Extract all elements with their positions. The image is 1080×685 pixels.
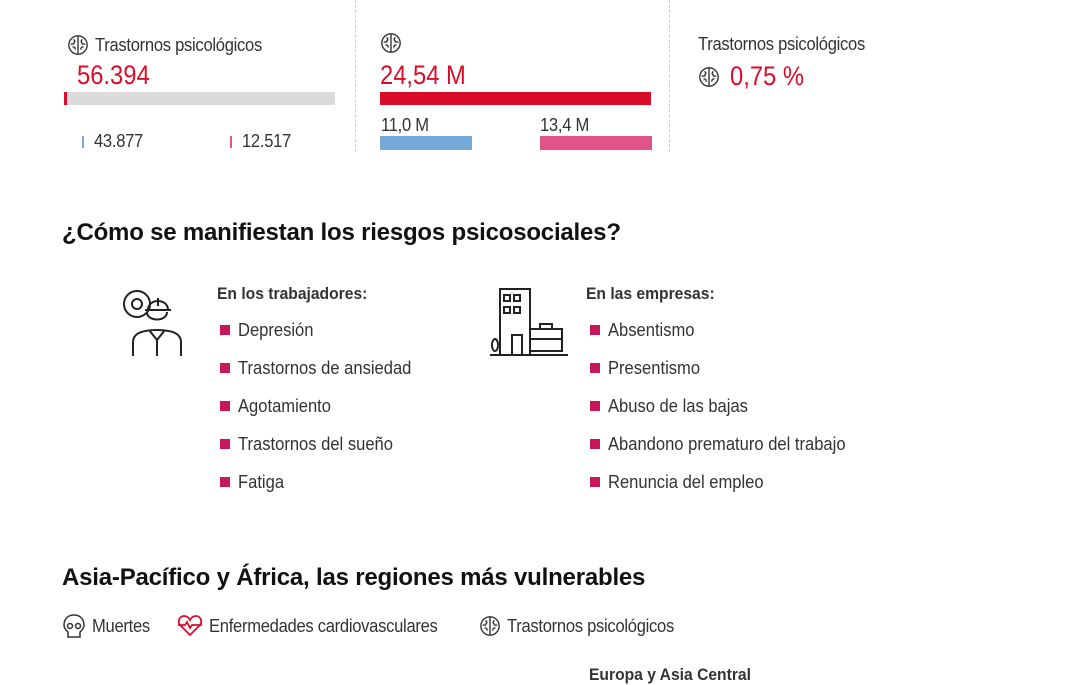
progress-fill bbox=[64, 92, 67, 105]
building-briefcase-icon bbox=[490, 288, 568, 356]
workers-list: Depresión Trastornos de ansiedad Agotami… bbox=[220, 311, 426, 501]
stat-label: Trastornos psicológicos bbox=[95, 34, 262, 55]
male-bar bbox=[380, 136, 472, 150]
stat-card-percent: Trastornos psicológicos 0,75 % bbox=[698, 34, 880, 92]
heart-pulse-icon bbox=[177, 615, 203, 637]
list-item: Agotamiento bbox=[220, 387, 426, 425]
list-item: Absentismo bbox=[590, 311, 866, 349]
male-value: 43.877 bbox=[94, 131, 144, 151]
female-value: 12.517 bbox=[242, 131, 292, 151]
worker-gear-icon bbox=[123, 290, 182, 356]
divider bbox=[669, 0, 670, 152]
region-label: Europa y Asia Central bbox=[589, 665, 751, 684]
stat-label: Trastornos psicológicos bbox=[698, 34, 865, 54]
brain-icon bbox=[698, 66, 720, 88]
stat-value: 24,54 M bbox=[380, 60, 466, 90]
divider bbox=[355, 0, 356, 152]
section-title: Asia-Pacífico y África, las regiones más… bbox=[62, 564, 646, 591]
progress-track bbox=[64, 92, 335, 105]
list-item: Renuncia del empleo bbox=[590, 463, 866, 501]
list-item: Trastornos del sueño bbox=[220, 425, 426, 463]
legend-item-deaths: Muertes bbox=[62, 613, 155, 639]
list-item: Trastornos de ansiedad bbox=[220, 349, 426, 387]
female-value: 13,4 M bbox=[540, 115, 589, 135]
list-item: Abandono prematuro del trabajo bbox=[590, 425, 866, 463]
total-bar bbox=[380, 92, 651, 105]
female-bar bbox=[540, 136, 652, 150]
list-item: Presentismo bbox=[590, 349, 866, 387]
male-marker bbox=[82, 135, 84, 148]
legend-item-psych: Trastornos psicológicos bbox=[479, 613, 689, 639]
companies-list: Absentismo Presentismo Abuso de las baja… bbox=[590, 311, 866, 501]
stat-card-deaths: Trastornos psicológicos 56.394 43.877 12… bbox=[64, 30, 339, 155]
workers-heading: En los trabajadores: bbox=[217, 284, 368, 303]
list-item: Fatiga bbox=[220, 463, 426, 501]
list-item: Abuso de las bajas bbox=[590, 387, 866, 425]
female-marker bbox=[230, 135, 232, 148]
companies-heading: En las empresas: bbox=[586, 284, 715, 303]
skull-icon bbox=[63, 614, 85, 638]
stat-value: 0,75 % bbox=[730, 61, 804, 91]
list-item: Depresión bbox=[220, 311, 426, 349]
male-value: 11,0 M bbox=[381, 115, 429, 135]
stat-card-disorders: 24,54 M 11,0 M 13,4 M bbox=[380, 30, 655, 155]
section-title: ¿Cómo se manifiestan los riesgos psicoso… bbox=[62, 219, 621, 246]
brain-icon bbox=[67, 34, 89, 56]
brain-icon bbox=[380, 32, 402, 54]
brain-icon bbox=[479, 615, 501, 637]
legend-item-cardio: Enfermedades cardiovasculares bbox=[177, 613, 457, 639]
stat-value: 56.394 bbox=[77, 60, 150, 90]
legend: Muertes Enfermedades cardiovasculares Tr… bbox=[62, 613, 689, 639]
